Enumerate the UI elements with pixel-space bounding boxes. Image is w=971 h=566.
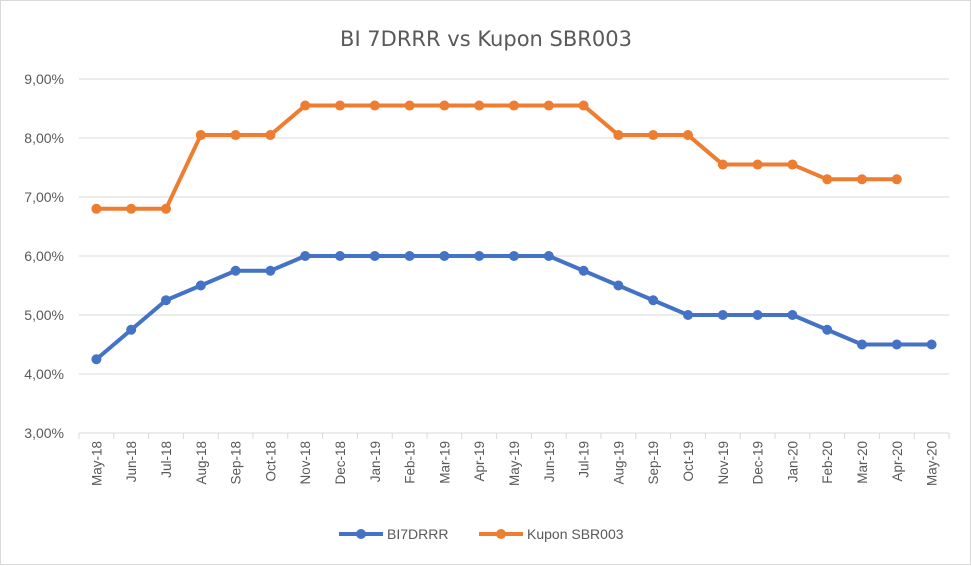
x-tick-label: Jul-18	[159, 441, 174, 478]
series-line	[96, 103, 897, 211]
x-tick-label: Dec-18	[333, 441, 348, 485]
y-tick-label: 4,00%	[24, 366, 64, 382]
chart-title: BI 7DRRR vs Kupon SBR003	[340, 27, 632, 51]
x-tick-label: Nov-18	[298, 441, 313, 485]
legend-label: Kupon SBR003	[527, 526, 624, 542]
data-point	[857, 174, 867, 185]
data-point	[613, 280, 624, 291]
data-point	[126, 203, 137, 214]
data-point	[787, 310, 798, 320]
data-point	[891, 174, 902, 185]
y-tick-label: 5,00%	[24, 307, 64, 323]
data-point	[509, 100, 519, 111]
data-point	[300, 100, 311, 111]
data-point	[91, 203, 102, 214]
data-point	[822, 324, 833, 335]
data-point	[265, 265, 276, 276]
data-point	[926, 339, 937, 350]
x-tick-label: Mar-20	[855, 441, 870, 484]
data-point	[404, 100, 415, 111]
data-point	[891, 339, 902, 350]
x-tick-label: Oct-18	[263, 441, 278, 482]
x-tick-label: Mar-19	[437, 441, 452, 484]
data-point	[648, 295, 659, 306]
x-tick-label: Jan-20	[785, 441, 800, 482]
y-tick-label: 8,00%	[24, 130, 64, 146]
data-point	[126, 324, 137, 335]
data-point	[195, 130, 206, 141]
data-point	[752, 159, 763, 170]
data-point	[543, 251, 554, 261]
series-1	[91, 251, 937, 365]
series-2	[91, 100, 902, 214]
data-point	[230, 265, 241, 276]
data-point	[161, 295, 171, 306]
data-point	[335, 251, 345, 261]
data-point	[509, 251, 519, 261]
y-axis: 3,00% 4,00% 5,00% 6,00% 7,00% 8,00% 9,00%	[24, 71, 64, 441]
data-point	[578, 100, 589, 111]
legend: BI7DRRR Kupon SBR003	[339, 526, 624, 542]
legend-item-1: BI7DRRR	[339, 526, 448, 542]
series-line	[95, 254, 932, 361]
x-tick-label: Sep-19	[646, 441, 661, 485]
data-point	[648, 130, 659, 141]
x-tick-label: May-20	[925, 441, 940, 486]
data-point	[717, 159, 728, 170]
gridlines	[79, 78, 949, 434]
data-point	[439, 100, 450, 111]
x-tick-label: Aug-18	[194, 441, 209, 485]
data-point	[474, 251, 485, 261]
data-point	[369, 100, 380, 111]
y-tick-label: 9,00%	[24, 71, 64, 87]
data-point	[857, 339, 867, 350]
legend-label: BI7DRRR	[387, 526, 448, 542]
x-tick-label: Jun-18	[124, 441, 139, 482]
data-point	[161, 203, 171, 214]
data-point	[543, 100, 554, 111]
data-point	[369, 251, 380, 261]
data-point	[822, 174, 833, 185]
data-point	[683, 130, 693, 141]
data-point	[474, 100, 485, 111]
data-point	[613, 130, 624, 141]
y-tick-label: 7,00%	[24, 189, 64, 205]
legend-marker	[356, 529, 366, 539]
x-tick-label: Aug-19	[611, 441, 626, 485]
x-tick-label: Feb-19	[403, 441, 418, 484]
data-point	[683, 310, 693, 320]
data-point	[439, 251, 450, 261]
x-tick-label: May-18	[89, 441, 104, 486]
x-tick-label: Jan-19	[368, 441, 383, 482]
x-tick-label: Oct-19	[681, 441, 696, 482]
data-point	[404, 251, 415, 261]
data-point	[195, 280, 206, 291]
x-tick-label: Jul-19	[577, 441, 592, 478]
x-tick-label: Dec-19	[751, 441, 766, 485]
x-tick-label: Feb-20	[820, 441, 835, 484]
data-point	[300, 251, 311, 261]
legend-item-2: Kupon SBR003	[479, 526, 624, 542]
data-point	[752, 310, 763, 320]
data-point	[578, 265, 589, 276]
data-point	[787, 159, 798, 170]
data-point	[717, 310, 728, 320]
x-axis: May-18 Jun-18 Jul-18 Aug-18 Sep-18 Oct-18 Nov-…	[78, 433, 950, 486]
x-tick-label: Jun-19	[542, 441, 557, 482]
data-point	[230, 130, 241, 141]
y-tick-label: 6,00%	[24, 248, 64, 264]
x-tick-label: May-19	[507, 441, 522, 486]
x-tick-label: Apr-20	[890, 441, 905, 482]
series	[91, 100, 937, 365]
legend-marker	[496, 529, 506, 539]
x-tick-label: Apr-19	[472, 441, 487, 482]
data-point	[91, 354, 102, 365]
data-point	[265, 130, 276, 141]
x-tick-label: Nov-19	[716, 441, 731, 485]
data-point	[335, 100, 345, 111]
y-tick-label: 3,00%	[24, 425, 64, 441]
x-tick-label: Sep-18	[229, 441, 244, 485]
